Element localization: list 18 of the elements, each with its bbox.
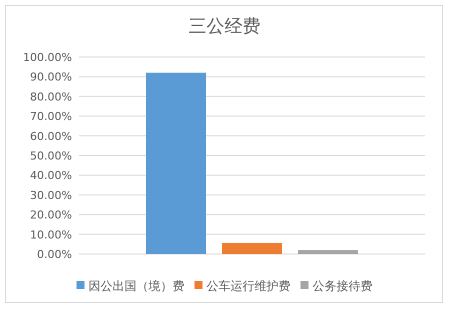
y-tick-label: 60.00% bbox=[30, 130, 72, 143]
y-tick-label: 10.00% bbox=[30, 228, 72, 242]
y-tick-label: 30.00% bbox=[30, 188, 72, 202]
bar bbox=[298, 250, 358, 254]
bar bbox=[146, 72, 206, 254]
y-tick-label: 20.00% bbox=[30, 208, 72, 222]
legend-label: 公车运行维护费 bbox=[206, 279, 290, 293]
y-tick-label: 0.00% bbox=[37, 248, 72, 261]
bar bbox=[222, 242, 282, 254]
y-tick-label: 90.00% bbox=[30, 70, 72, 84]
y-tick-label: 40.00% bbox=[30, 169, 72, 182]
chart-title: 三公经费 bbox=[188, 16, 260, 37]
y-tick-label: 100.00% bbox=[23, 51, 72, 64]
y-tick-label: 80.00% bbox=[30, 90, 72, 104]
y-tick-label: 70.00% bbox=[30, 110, 72, 124]
y-tick-label: 50.00% bbox=[30, 150, 72, 162]
legend-label: 因公出国（境）费 bbox=[88, 279, 184, 293]
legend-label: 公务接待费 bbox=[312, 279, 372, 293]
